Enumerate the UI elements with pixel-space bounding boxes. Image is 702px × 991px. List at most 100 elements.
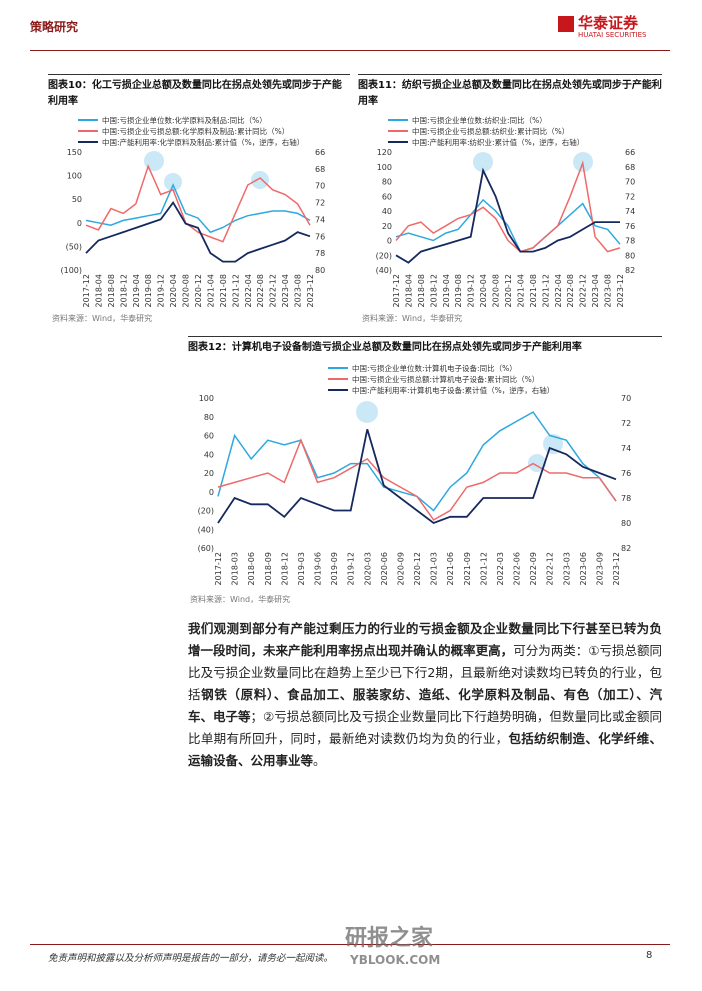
legend-label: 中国:亏损企业单位数:纺织业:同比（%） — [412, 115, 547, 125]
x-tick-label: 2020-04 — [479, 274, 488, 307]
x-tick-label: 2020-03 — [363, 552, 372, 585]
chart-title: 图表10：化工亏损企业总额及数量同比在拐点处领先或同步于产能利用率 — [48, 80, 342, 107]
x-tick-label: 2022-12 — [579, 274, 588, 307]
x-tick-label: 2019-08 — [454, 274, 463, 307]
x-tick-label: 2023-12 — [612, 552, 621, 585]
y-tick-label: (40) — [376, 266, 392, 275]
x-tick-label: 2019-04 — [132, 274, 141, 307]
y-tick-label: (20) — [376, 251, 392, 260]
x-tick-label: 2018-12 — [119, 274, 128, 307]
x-tick-label: 2022-12 — [269, 274, 278, 307]
y2-tick-label: 66 — [625, 148, 635, 157]
logo-cn: 华泰证券 — [578, 14, 639, 32]
logo-icon — [558, 16, 574, 32]
y2-tick-label: 80 — [621, 519, 631, 528]
highlight — [164, 173, 182, 191]
legend-label: 中国:产能利用率:纺织业:累计值（%，逆序，右轴） — [412, 137, 584, 147]
watermark-cn: 研报之家 — [345, 926, 434, 951]
x-tick-label: 2021-04 — [206, 274, 215, 307]
chart-title: 图表12：计算机电子设备制造亏损企业总额及数量同比在拐点处领先或同步于产能利用率 — [188, 342, 582, 353]
chart: 中国:亏损企业单位数:化学原料及制品:同比（%）中国:亏损企业亏损总额:化学原料… — [60, 115, 325, 307]
x-tick-label: 2023-09 — [595, 552, 604, 585]
logo-en: HUATAI SECURITIES — [578, 31, 647, 39]
x-tick-label: 2022-08 — [566, 274, 575, 307]
series-line — [217, 438, 617, 521]
x-tick-label: 2021-03 — [430, 552, 439, 585]
series-line — [217, 429, 617, 525]
text-run: 包括纺织制造、化学纤维、运输设备、公用事业等 — [188, 731, 662, 768]
page-number: 8 — [646, 950, 653, 961]
x-tick-label: 2020-12 — [504, 274, 513, 307]
x-tick-label: 2021-12 — [479, 552, 488, 585]
x-tick-label: 2021-08 — [529, 274, 538, 307]
x-tick-label: 2022-08 — [256, 274, 265, 307]
highlight — [251, 171, 269, 189]
y-tick-label: (40) — [198, 525, 214, 534]
source-note: 资料来源：Wind，华泰研究 — [362, 314, 463, 323]
y2-tick-label: 72 — [621, 419, 631, 428]
x-tick-label: 2019-12 — [157, 274, 166, 307]
x-tick-label: 2019-12 — [467, 274, 476, 307]
y2-tick-label: 82 — [621, 544, 631, 553]
text-run: 钢铁（原料）、食品加工、服装家纺、造纸、化学原料及制品、有色（加工）、汽车、电子… — [188, 687, 662, 724]
disclaimer: 免责声明和披露以及分析师声明是报告的一部分，请务必一起阅读。 — [48, 953, 334, 964]
chart: 中国:亏损企业单位数:计算机电子设备:同比（%）中国:亏损企业亏损总额:计算机电… — [198, 363, 632, 585]
x-tick-label: 2020-08 — [492, 274, 501, 307]
y-tick-label: 120 — [377, 148, 392, 157]
y2-tick-label: 70 — [621, 394, 631, 403]
series-line — [85, 183, 311, 234]
y2-tick-label: 68 — [315, 165, 325, 174]
x-tick-label: 2020-04 — [169, 274, 178, 307]
text-run: ；②亏损总额同比及亏损企业数量同比下行趋势明确，但数量同比或金额同比单期有所回升… — [188, 709, 662, 746]
x-tick-label: 2022-06 — [513, 552, 522, 585]
x-tick-label: 2018-09 — [264, 552, 273, 585]
y2-tick-label: 68 — [625, 163, 635, 172]
legend-label: 中国:亏损企业亏损总额:纺织业:累计同比（%） — [412, 126, 569, 136]
y2-tick-label: 74 — [315, 215, 325, 224]
x-tick-label: 2022-03 — [496, 552, 505, 585]
x-tick-label: 2018-03 — [231, 552, 240, 585]
x-tick-label: 2023-12 — [616, 274, 625, 307]
x-tick-label: 2021-12 — [541, 274, 550, 307]
x-tick-label: 2022-09 — [529, 552, 538, 585]
text-run: 可分为两类：①亏损总额同比及亏损企业数量同比在趋势上至少已下行2期，且最新绝对读… — [188, 643, 662, 702]
y2-tick-label: 76 — [625, 222, 635, 231]
footer-rule — [30, 944, 670, 945]
x-tick-label: 2020-06 — [380, 552, 389, 585]
x-tick-label: 2017-12 — [82, 274, 91, 307]
x-tick-label: 2020-12 — [194, 274, 203, 307]
x-tick-label: 2017-12 — [392, 274, 401, 307]
y-tick-label: 100 — [67, 172, 82, 181]
highlight — [356, 401, 378, 423]
y-tick-label: 150 — [67, 148, 82, 157]
legend-label: 中国:亏损企业单位数:化学原料及制品:同比（%） — [102, 115, 267, 125]
x-tick-label: 2021-08 — [219, 274, 228, 307]
section-label: 策略研究 — [30, 20, 79, 34]
legend-label: 中国:产能利用率:化学原料及制品:累计值（%，逆序，右轴） — [102, 137, 304, 147]
x-tick-label: 2018-04 — [404, 274, 413, 307]
legend-label: 中国:亏损企业单位数:计算机电子设备:同比（%） — [352, 363, 517, 373]
chart: 中国:亏损企业单位数:纺织业:同比（%）中国:亏损企业亏损总额:纺织业:累计同比… — [376, 115, 636, 307]
legend-label: 中国:产能利用率:计算机电子设备:累计值（%，逆序，右轴） — [352, 385, 554, 395]
x-tick-label: 2020-09 — [396, 552, 405, 585]
legend-label: 中国:亏损企业亏损总额:计算机电子设备:累计同比（%） — [352, 374, 539, 384]
series-line — [395, 198, 621, 253]
y-tick-label: (60) — [198, 544, 214, 553]
x-tick-label: 2021-06 — [446, 552, 455, 585]
y-tick-label: (20) — [198, 507, 214, 516]
y2-tick-label: 82 — [625, 266, 635, 275]
x-tick-label: 2019-04 — [442, 274, 451, 307]
y-tick-label: 80 — [382, 178, 392, 187]
series-line — [395, 167, 620, 264]
x-tick-label: 2017-12 — [214, 552, 223, 585]
y2-tick-label: 76 — [315, 232, 325, 241]
source-note: 资料来源：Wind，华泰研究 — [52, 314, 153, 323]
y-tick-label: 0 — [77, 219, 82, 228]
series-line — [85, 164, 311, 243]
y-tick-label: 0 — [209, 488, 214, 497]
x-tick-label: 2018-12 — [280, 552, 289, 585]
x-tick-label: 2020-08 — [182, 274, 191, 307]
source-note: 资料来源：Wind，华泰研究 — [190, 595, 291, 604]
watermark-en: YBLOOK.COM — [350, 953, 441, 967]
